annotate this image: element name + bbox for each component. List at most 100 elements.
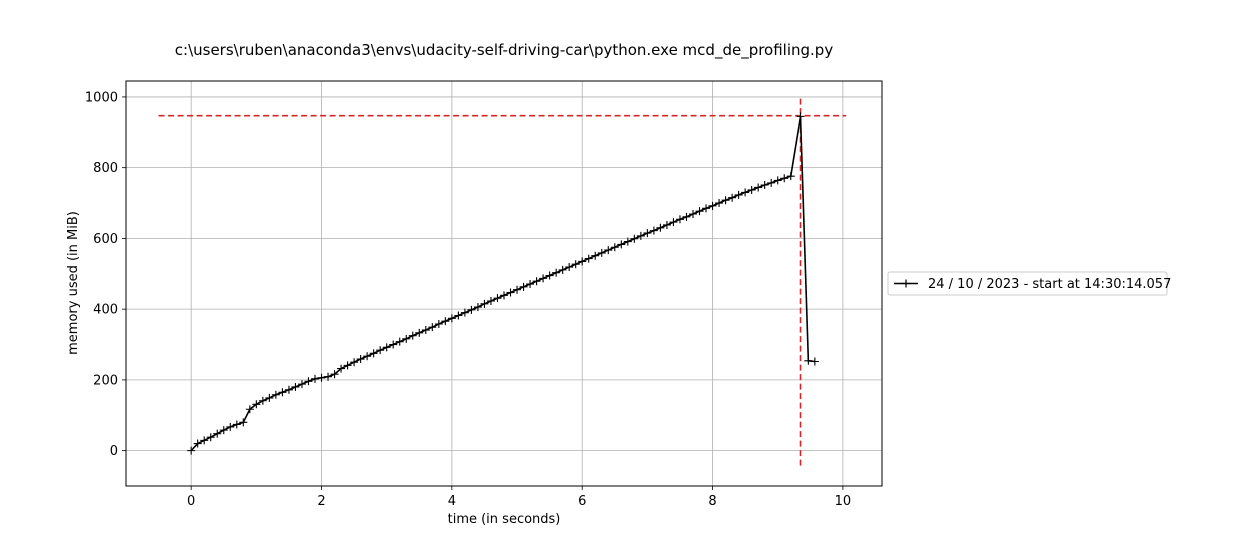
data-point-marker [571,260,580,269]
data-point-marker [252,400,261,409]
data-point-marker [636,231,645,240]
data-point-marker [565,263,574,272]
x-tick-label: 0 [187,494,195,509]
data-point-marker [239,418,248,427]
legend-label: 24 / 10 / 2023 - start at 14:30:14.057 [928,277,1171,292]
x-tick-label: 10 [835,494,852,509]
data-point-marker [356,355,365,364]
x-tick-label: 8 [708,494,716,509]
data-point-marker [545,271,554,280]
y-tick-label: 0 [110,444,118,459]
data-point-marker [369,349,378,358]
data-point-marker [382,343,391,352]
data-point-marker [552,268,561,277]
legend: 24 / 10 / 2023 - start at 14:30:14.057 [887,271,1171,296]
data-point-marker [786,172,795,181]
data-point-marker [421,326,430,335]
data-point-marker [193,439,202,448]
chart-title: c:\users\ruben\anaconda3\envs\udacity-se… [175,41,834,60]
data-point-marker [760,180,769,189]
data-point-marker [480,299,489,308]
data-point-marker [408,331,417,340]
x-axis-label: time (in seconds) [448,512,561,527]
data-point-marker [747,185,756,194]
data-point-marker [493,294,502,303]
data-point-marker [187,446,196,455]
data-point-marker [741,188,750,197]
data-point-marker [486,297,495,306]
data-point-marker [682,212,691,221]
data-point-marker [415,328,424,337]
data-point-marker [324,372,333,381]
data-point-marker [708,201,717,210]
data-point-marker [610,243,619,252]
data-point-marker [656,223,665,232]
y-axis-label: memory used (in MiB) [66,211,81,355]
data-point-marker [284,385,293,394]
axes-frame [125,80,883,487]
data-point-marker [473,303,482,312]
peak-markers [158,98,847,467]
data-point-marker [754,183,763,192]
data-point-marker [206,433,215,442]
data-point-marker [591,251,600,260]
data-point-marker [662,220,671,229]
data-point-marker [460,308,469,317]
data-point-marker [428,323,437,332]
x-tick-label: 4 [448,494,456,509]
legend-box [887,271,1168,296]
data-point-marker [597,248,606,257]
data-point-marker [402,334,411,343]
data-point-marker [271,390,280,399]
data-point-marker [721,196,730,205]
data-point-marker [669,218,678,227]
data-point-marker [519,282,528,291]
data-point-marker [337,364,346,373]
data-point-marker [232,420,241,429]
data-point-marker [376,346,385,355]
data-point-marker [213,429,222,438]
data-point-marker [630,234,639,243]
y-tick-label: 200 [93,373,118,388]
data-point-marker [467,305,476,314]
data-point-marker [330,370,339,379]
data-point-marker [584,254,593,263]
data-point-marker [258,396,267,405]
data-point-marker [695,207,704,216]
x-tick-label: 6 [578,494,586,509]
data-point-marker [311,374,319,383]
data-point-marker [363,352,372,361]
data-point-marker [796,112,805,121]
data-point-marker [278,388,287,397]
data-point-marker [245,405,254,414]
data-point-marker [780,174,789,183]
data-point-marker [297,380,306,389]
grid-lines [126,81,882,486]
data-point-marker [265,393,274,402]
series-layer [187,112,819,455]
data-point-marker [447,314,456,323]
data-point-marker [689,209,697,218]
data-point-marker [441,317,450,326]
data-point-marker [532,277,541,286]
data-point-marker [513,285,522,294]
data-point-marker [617,240,626,249]
data-point-marker [623,237,632,246]
axis-ticks: 0 2 4 6 8 10 0 200 400 600 800 1000 [85,90,851,509]
legend-marker-swatch [902,279,910,288]
y-tick-label: 600 [93,232,118,247]
data-point-marker [317,373,326,382]
data-point-marker [558,265,567,274]
data-point-marker [526,280,535,289]
y-tick-label: 800 [93,161,118,176]
series-line [190,115,815,452]
data-point-marker [304,377,313,386]
y-tick-label: 400 [93,303,118,318]
data-point-marker [734,190,743,199]
data-point-marker [810,357,819,366]
data-point-marker [434,320,443,328]
data-point-marker [804,356,813,365]
data-point-marker [395,337,404,346]
data-point-marker [643,229,652,238]
